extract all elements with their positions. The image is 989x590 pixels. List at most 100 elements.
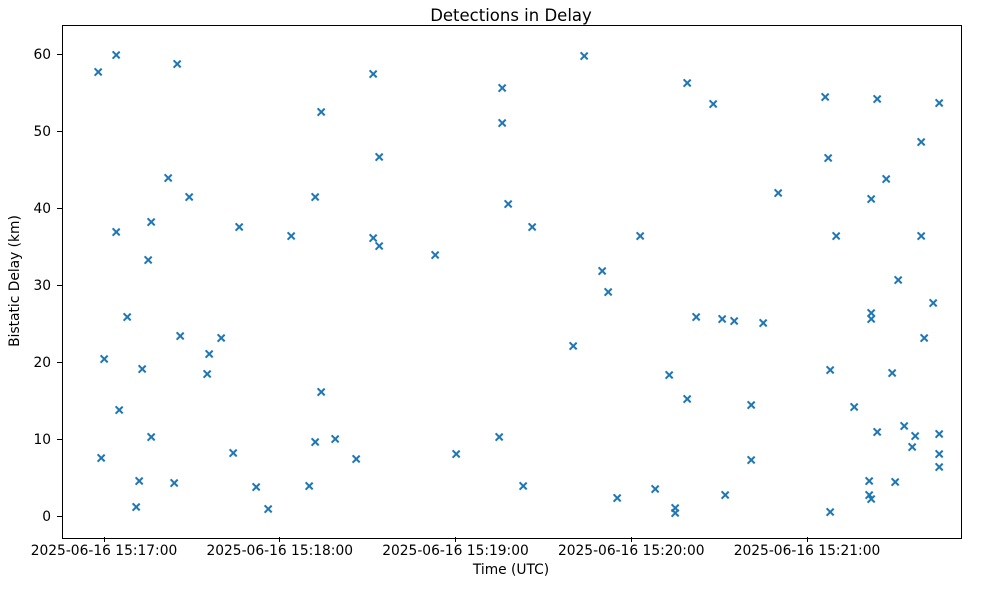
data-point-marker (311, 193, 319, 201)
data-point-marker (832, 232, 840, 240)
data-point-marker (665, 371, 673, 379)
y-tick-label: 30 (33, 277, 51, 294)
data-point-marker (170, 479, 178, 487)
y-tick-mark (57, 362, 62, 363)
x-axis-label: Time (UTC) (472, 562, 550, 578)
data-point-marker (203, 370, 211, 378)
y-tick-mark (57, 516, 62, 517)
data-point-marker (369, 234, 377, 242)
data-point-marker (498, 119, 506, 127)
data-point-marker (747, 456, 755, 464)
data-point-marker (135, 477, 143, 485)
data-point-marker (604, 288, 612, 296)
data-point-marker (826, 366, 834, 374)
y-tick-label: 20 (33, 354, 51, 371)
x-tick-mark (103, 537, 105, 542)
y-tick-mark (57, 131, 62, 132)
data-point-marker (147, 433, 155, 441)
y-tick-label: 60 (33, 46, 51, 63)
data-point-marker (929, 299, 937, 307)
data-point-marker (311, 438, 319, 446)
data-point-marker (369, 70, 377, 78)
data-point-marker (850, 403, 858, 411)
data-point-marker (935, 430, 943, 438)
x-tick-mark (279, 537, 281, 542)
data-point-marker (112, 228, 120, 236)
data-point-marker (908, 443, 916, 451)
x-tick-mark (630, 537, 632, 542)
data-point-marker (935, 99, 943, 107)
data-point-marker (519, 482, 527, 490)
y-tick-mark (57, 439, 62, 440)
data-point-marker (495, 433, 503, 441)
y-tick-mark (57, 208, 62, 209)
data-point-marker (867, 495, 875, 503)
data-point-marker (873, 95, 881, 103)
data-point-marker (867, 309, 875, 317)
data-point-marker (718, 315, 726, 323)
plot-area (62, 25, 960, 537)
data-point-marker (911, 432, 919, 440)
data-point-marker (613, 494, 621, 502)
data-point-marker (164, 174, 172, 182)
x-tick-label: 2025-06-16 15:21:00 (733, 543, 881, 559)
data-point-marker (132, 503, 140, 511)
data-point-marker (865, 477, 873, 485)
data-point-marker (147, 218, 155, 226)
data-point-marker (747, 401, 755, 409)
data-point-marker (375, 242, 383, 250)
data-point-marker (917, 232, 925, 240)
data-point-marker (580, 52, 588, 60)
data-point-marker (375, 153, 383, 161)
data-point-marker (317, 388, 325, 396)
data-point-marker (452, 450, 460, 458)
data-point-marker (867, 315, 875, 323)
data-point-marker (205, 350, 213, 358)
data-point-marker (235, 223, 243, 231)
data-point-marker (692, 313, 700, 321)
data-point-marker (264, 505, 272, 513)
data-point-marker (867, 195, 875, 203)
data-point-marker (865, 491, 873, 499)
data-point-marker (759, 319, 767, 327)
x-tick-label: 2025-06-16 15:17:00 (30, 543, 178, 559)
data-point-marker (730, 317, 738, 325)
data-point-marker (115, 406, 123, 414)
x-tick-mark (455, 537, 456, 542)
data-point-marker (138, 365, 146, 373)
data-point-marker (824, 154, 832, 162)
data-point-marker (144, 256, 152, 264)
data-point-marker (683, 395, 691, 403)
y-tick-label: 40 (33, 200, 51, 217)
data-point-marker (935, 450, 943, 458)
data-point-marker (935, 463, 943, 471)
data-point-marker (888, 369, 896, 377)
data-point-marker (528, 223, 536, 231)
data-point-marker (229, 449, 237, 457)
y-tick-label: 0 (42, 508, 51, 525)
data-point-marker (123, 313, 131, 321)
data-point-marker (185, 193, 193, 201)
data-point-marker (894, 276, 902, 284)
data-point-marker (917, 138, 925, 146)
data-point-marker (598, 267, 606, 275)
data-point-marker (217, 334, 225, 342)
data-point-marker (671, 504, 679, 512)
data-point-marker (504, 200, 512, 208)
x-tick-mark (806, 537, 808, 542)
x-tick-label: 2025-06-16 15:19:00 (382, 543, 529, 559)
data-point-marker (920, 334, 928, 342)
data-point-marker (498, 84, 506, 92)
data-point-marker (683, 79, 691, 87)
data-point-marker (173, 60, 181, 68)
data-point-marker (431, 251, 439, 259)
y-tick-label: 10 (33, 431, 51, 448)
y-tick-mark (57, 285, 62, 286)
x-tick-label: 2025-06-16 15:20:00 (557, 543, 705, 559)
data-point-marker (651, 485, 659, 493)
data-point-marker (721, 491, 729, 499)
data-point-marker (94, 68, 102, 76)
data-point-marker (352, 455, 360, 463)
data-point-marker (112, 51, 120, 59)
